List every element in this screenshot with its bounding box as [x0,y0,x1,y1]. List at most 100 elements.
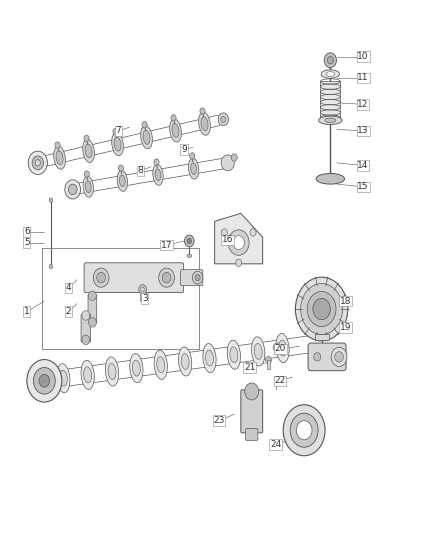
Circle shape [290,413,318,447]
Circle shape [68,184,77,195]
Ellipse shape [251,337,265,366]
Ellipse shape [318,116,342,125]
Ellipse shape [84,367,92,383]
Text: 14: 14 [357,161,369,170]
Ellipse shape [230,347,238,362]
Ellipse shape [143,131,150,144]
Circle shape [88,291,96,301]
Ellipse shape [85,144,92,158]
Ellipse shape [191,163,197,174]
Ellipse shape [203,344,216,373]
Circle shape [97,272,106,283]
Ellipse shape [170,119,181,142]
Circle shape [65,180,81,199]
Circle shape [32,156,43,169]
Circle shape [84,135,89,141]
FancyBboxPatch shape [308,343,346,370]
Text: 16: 16 [222,236,233,245]
Ellipse shape [172,124,179,138]
Circle shape [200,108,205,114]
Ellipse shape [117,171,127,191]
Text: 18: 18 [340,296,351,305]
Circle shape [228,230,249,255]
Text: 24: 24 [270,440,281,449]
Text: 7: 7 [116,126,121,135]
Text: 8: 8 [138,166,143,175]
Circle shape [39,374,49,387]
Text: 19: 19 [340,323,351,332]
Circle shape [195,274,200,281]
Circle shape [113,128,118,135]
Ellipse shape [279,340,286,356]
Circle shape [245,383,259,400]
Ellipse shape [54,146,65,169]
Text: 6: 6 [24,228,30,237]
Bar [314,334,328,341]
FancyBboxPatch shape [180,270,203,286]
Ellipse shape [114,137,121,151]
Circle shape [184,235,194,247]
Ellipse shape [108,364,116,379]
Ellipse shape [112,133,124,156]
Text: 2: 2 [66,307,71,316]
Circle shape [82,335,90,345]
Circle shape [296,421,312,440]
Circle shape [88,318,96,327]
Circle shape [49,264,53,269]
Circle shape [218,113,229,126]
Ellipse shape [157,357,165,373]
Bar [42,248,199,349]
Ellipse shape [321,70,339,78]
Text: 1: 1 [24,307,30,316]
Ellipse shape [56,151,63,165]
Ellipse shape [120,175,125,187]
Text: 13: 13 [357,126,369,135]
Text: 9: 9 [181,145,187,154]
FancyBboxPatch shape [81,314,91,342]
Circle shape [33,368,55,394]
Ellipse shape [181,353,189,369]
Polygon shape [215,213,263,264]
Circle shape [171,115,176,121]
Bar [275,377,285,381]
Circle shape [233,236,244,249]
Text: 22: 22 [275,376,286,385]
Circle shape [93,268,109,287]
Circle shape [84,171,89,177]
Ellipse shape [57,364,70,393]
Circle shape [236,259,242,266]
Circle shape [221,116,226,123]
Circle shape [273,343,280,352]
Circle shape [35,160,40,166]
Circle shape [55,142,60,148]
Circle shape [265,357,272,364]
Circle shape [159,268,174,287]
Ellipse shape [199,112,210,135]
Ellipse shape [227,340,240,369]
Circle shape [283,405,325,456]
Ellipse shape [155,169,161,181]
Circle shape [190,153,195,159]
Circle shape [187,238,191,244]
Circle shape [314,353,321,361]
Circle shape [231,154,237,161]
Circle shape [313,298,330,320]
Text: 5: 5 [24,238,30,247]
Text: 11: 11 [357,73,369,82]
Ellipse shape [59,370,67,386]
Text: 10: 10 [357,52,369,61]
Circle shape [335,352,343,362]
Circle shape [250,229,256,236]
Circle shape [49,198,53,202]
Circle shape [162,272,171,283]
Ellipse shape [141,126,152,149]
Ellipse shape [132,360,140,376]
Ellipse shape [178,347,192,376]
Circle shape [28,151,47,174]
Bar [320,82,340,118]
Ellipse shape [325,118,336,123]
Circle shape [192,271,203,284]
FancyBboxPatch shape [246,429,258,440]
Circle shape [331,348,347,367]
Circle shape [141,287,145,292]
